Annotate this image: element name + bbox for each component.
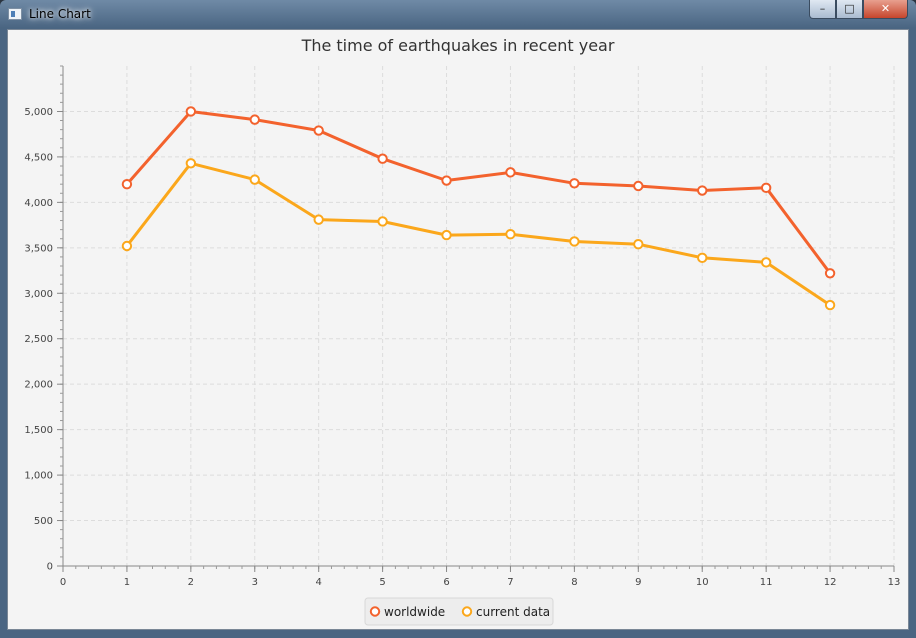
y-tick-label: 1,500 [24, 425, 53, 436]
window-controls: – □ ✕ [809, 0, 908, 20]
window-title: Line Chart [29, 7, 91, 21]
data-point [697, 252, 708, 264]
legend-label: current data [476, 605, 550, 619]
close-button[interactable]: ✕ [863, 0, 908, 19]
data-point [505, 228, 516, 240]
legend-marker [461, 606, 473, 617]
data-point [121, 178, 133, 190]
series-line [125, 110, 832, 275]
data-point [633, 180, 644, 192]
data-point [377, 216, 388, 227]
maximize-button[interactable]: □ [836, 0, 863, 19]
x-tick-label: 13 [888, 577, 901, 588]
chart-grid [63, 66, 895, 566]
data-point [249, 174, 260, 185]
y-tick-label: 500 [34, 516, 53, 527]
y-tick-label: 5,000 [24, 107, 53, 118]
chart-panel: The time of earthquakes in recent year 0… [7, 29, 909, 630]
data-point [249, 114, 260, 125]
data-point [313, 125, 324, 136]
y-tick-label: 2,500 [24, 334, 53, 345]
x-tick-label: 10 [696, 577, 709, 588]
legend-marker [369, 606, 381, 617]
data-point [441, 175, 452, 186]
data-point [377, 153, 388, 164]
x-tick-label: 7 [507, 577, 513, 588]
y-tick-label: 3,500 [24, 243, 53, 254]
y-tick-label: 4,500 [24, 152, 53, 163]
title-bar[interactable]: Line Chart – □ ✕ [0, 0, 916, 28]
data-point [760, 182, 772, 194]
y-tick-label: 4,000 [24, 198, 53, 209]
app-window-icon [8, 8, 22, 20]
x-tick-label: 4 [316, 577, 322, 588]
x-tick-label: 11 [760, 577, 773, 588]
x-tick-label: 1 [124, 577, 130, 588]
legend-box [364, 597, 554, 626]
y-tick-label: 0 [47, 562, 53, 573]
data-point [505, 167, 516, 178]
line-chart: The time of earthquakes in recent year 0… [24, 36, 901, 626]
x-tick-label: 0 [60, 577, 66, 588]
data-point [441, 229, 452, 241]
data-point [569, 178, 580, 189]
x-tick-label: 9 [635, 577, 641, 588]
legend-label: worldwide [384, 605, 445, 619]
x-tick-label: 6 [443, 577, 449, 588]
x-tick-label: 2 [188, 577, 194, 588]
data-point [824, 299, 836, 311]
chart-axes: 0 500 1,000 1,500 2,000 2,500 3,000 3,500 4,000 4… [24, 65, 901, 588]
data-point [633, 238, 644, 250]
chart-series [121, 106, 836, 311]
y-tick-label: 3,000 [24, 289, 53, 300]
data-point [313, 214, 324, 225]
chart-legend[interactable]: worldwide current data [364, 597, 554, 626]
x-tick-label: 5 [379, 577, 385, 588]
series-line [125, 161, 831, 307]
y-tick-label: 2,000 [24, 380, 53, 391]
x-tick-label: 3 [252, 577, 258, 588]
x-tick-label: 12 [824, 577, 837, 588]
data-point [185, 158, 197, 169]
data-point [569, 236, 580, 247]
data-point [760, 257, 772, 268]
minimize-button[interactable]: – [809, 0, 836, 19]
data-point [824, 268, 836, 279]
data-point [121, 240, 133, 252]
x-tick-label: 8 [571, 577, 577, 588]
y-tick-label: 1,000 [24, 471, 53, 482]
data-point [185, 106, 197, 117]
chart-title: The time of earthquakes in recent year [301, 36, 615, 55]
data-point [697, 185, 708, 196]
